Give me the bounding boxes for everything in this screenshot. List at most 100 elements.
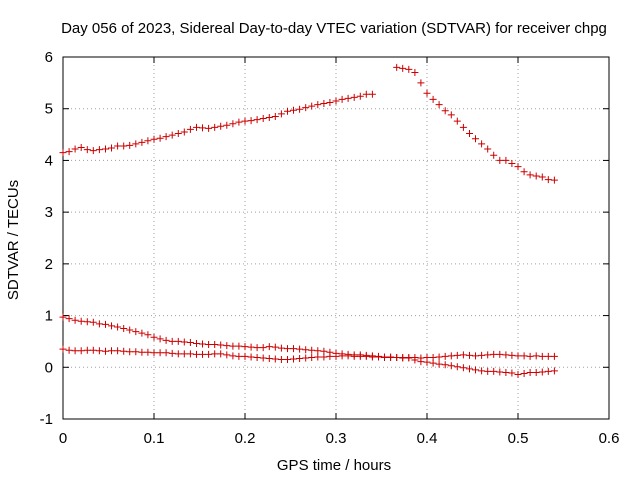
gridlines (63, 57, 609, 419)
data-point (253, 116, 261, 124)
data-point (326, 99, 334, 107)
data-point (417, 354, 425, 362)
data-point (247, 117, 255, 125)
data-point (526, 368, 534, 376)
data-point (478, 140, 486, 148)
y-tick-label: 1 (45, 308, 53, 325)
data-point (435, 353, 443, 361)
y-axis-label: SDTVAR / TECUs (5, 180, 22, 300)
data-point (71, 145, 79, 153)
chart-title: Day 056 of 2023, Sidereal Day-to-day VTE… (61, 20, 607, 37)
data-point (186, 338, 194, 346)
data-point (59, 149, 67, 157)
data-point (65, 346, 73, 354)
data-point (205, 341, 213, 349)
data-point (223, 351, 231, 359)
data-point (101, 145, 109, 153)
y-tick-label: 5 (45, 101, 53, 118)
data-point (302, 354, 310, 362)
data-point (108, 347, 116, 355)
data-point (302, 104, 310, 112)
series-lower-2 (59, 345, 558, 364)
data-point (180, 338, 188, 346)
data-point (77, 144, 85, 151)
data-point (186, 350, 194, 358)
data-point (484, 367, 492, 375)
data-point (89, 318, 97, 326)
data-point (180, 128, 188, 136)
data-point (441, 352, 449, 360)
data-point (271, 343, 279, 351)
data-point (174, 350, 182, 358)
data-point (544, 367, 552, 375)
data-point (83, 146, 91, 154)
data-point (83, 346, 91, 354)
y-tick-label: 2 (45, 256, 53, 273)
data-point (235, 342, 243, 350)
data-point (508, 369, 516, 377)
data-point (368, 353, 376, 361)
data-point (290, 106, 298, 114)
data-point (144, 137, 152, 145)
data-point (162, 349, 170, 357)
data-point (95, 146, 103, 154)
data-point (447, 362, 455, 370)
data-point (126, 141, 134, 149)
data-point (192, 350, 200, 358)
data-point (472, 366, 480, 374)
data-point (393, 353, 401, 361)
data-point (496, 156, 504, 164)
data-point (429, 95, 437, 103)
data-point (532, 352, 540, 360)
data-point (223, 121, 231, 129)
data-point (132, 140, 140, 148)
data-point (95, 320, 103, 328)
data-point (223, 342, 231, 350)
data-point (544, 352, 552, 360)
data-point (168, 131, 176, 139)
data-point (465, 130, 473, 138)
x-tick-label: 0 (59, 430, 67, 447)
data-point (150, 349, 158, 357)
data-point (508, 160, 516, 168)
data-point (350, 93, 358, 101)
data-point (344, 94, 352, 102)
data-point (478, 351, 486, 359)
data-point (259, 344, 267, 352)
data-point (308, 353, 316, 361)
data-point (283, 356, 291, 364)
data-point (174, 130, 182, 138)
data-point (429, 353, 437, 361)
data-point (508, 351, 516, 359)
data-point (356, 92, 364, 100)
data-point (374, 353, 382, 361)
data-point (532, 368, 540, 376)
data-point (514, 371, 522, 379)
y-axis: -1 0 1 2 3 4 5 6 (40, 49, 609, 428)
data-point (514, 163, 522, 171)
data-point (387, 353, 395, 361)
data-point (126, 326, 134, 334)
data-point (253, 344, 261, 352)
data-point (472, 135, 480, 143)
data-point (314, 347, 322, 355)
data-point (453, 351, 461, 359)
data-point (144, 348, 152, 356)
data-point (459, 123, 467, 131)
data-point (174, 337, 182, 345)
data-point (490, 367, 498, 375)
data-point (538, 352, 546, 360)
y-tick-label: 3 (45, 204, 53, 221)
data-point (277, 110, 285, 118)
data-point (199, 340, 207, 348)
data-point (114, 323, 122, 331)
data-point (393, 63, 401, 71)
data-point (235, 352, 243, 360)
data-point (211, 350, 219, 358)
data-point (108, 144, 116, 152)
x-tick-label: 0.1 (144, 430, 165, 447)
data-point (114, 347, 122, 355)
data-point (138, 348, 146, 356)
data-point (526, 171, 534, 179)
